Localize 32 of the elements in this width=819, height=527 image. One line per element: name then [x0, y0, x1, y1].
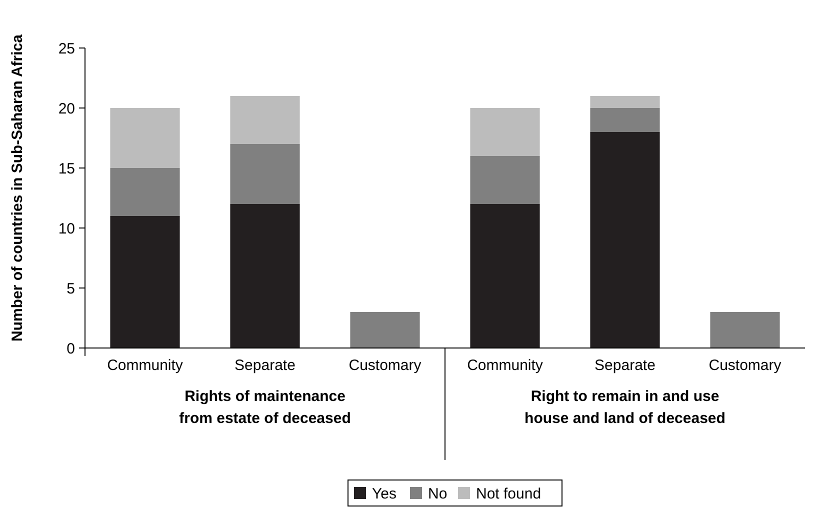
bar: [470, 108, 540, 156]
legend-label: No: [428, 485, 448, 502]
y-axis-title: Number of countries in Sub-Saharan Africa: [9, 34, 26, 342]
bar: [230, 204, 300, 348]
y-tick-label: 5: [66, 280, 75, 298]
y-tick-label: 10: [58, 220, 75, 238]
bar: [110, 216, 180, 348]
x-tick-label: Separate: [594, 357, 656, 374]
bar: [230, 144, 300, 204]
bar: [590, 96, 660, 108]
legend-label: Not found: [476, 485, 542, 502]
y-tick-label: 0: [66, 340, 75, 358]
x-tick-label: Separate: [234, 357, 296, 374]
x-tick-label: Community: [107, 357, 184, 374]
text: Rights of maintenance from estate of deceased: [179, 388, 351, 427]
bar: [710, 312, 780, 348]
bar: [470, 204, 540, 348]
bar: [230, 96, 300, 144]
bar: [470, 156, 540, 204]
x-tick-label: Customary: [348, 357, 422, 374]
y-tick-label: 15: [58, 160, 75, 178]
bar: [110, 168, 180, 216]
x-tick-label: Community: [467, 357, 544, 374]
y-tick-label: 20: [58, 100, 75, 118]
legend-label: Yes: [372, 485, 396, 502]
x-tick-label: Customary: [708, 357, 782, 374]
bar: [350, 312, 420, 348]
text: Right to remain in and use house and land of deceased: [524, 388, 726, 427]
bar: [590, 132, 660, 348]
y-tick-label: 25: [58, 40, 75, 58]
bar: [590, 108, 660, 132]
bar: [110, 108, 180, 168]
